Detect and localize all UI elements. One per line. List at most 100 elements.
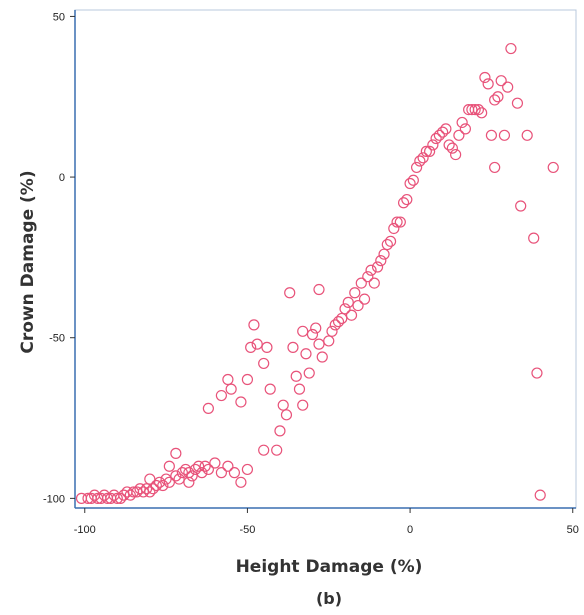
scatter-point [365,264,377,276]
scatter-point [173,473,185,485]
scatter-point [228,467,241,479]
scatter-point [414,155,426,167]
scatter-point [456,116,468,129]
scatter-point [170,447,182,459]
y-axis-title: Crown Damage (%) [18,170,38,353]
scatter-point [381,238,393,251]
scatter-point [310,322,322,334]
scatter-point [427,139,439,151]
scatter-point [485,129,498,141]
scatter-point [297,325,309,337]
scatter-point [371,261,384,273]
axes [74,10,576,509]
scatter-point [397,197,410,209]
scatter-point [271,444,283,456]
scatter-point [420,145,432,157]
scatter-point [511,97,524,109]
scatter-point [443,139,455,151]
scatter-point [114,492,127,504]
scatter-point [459,123,471,135]
scatter-point [358,293,371,305]
scatter-point [241,463,254,476]
scatter-point [137,486,149,498]
y-tick-label: 50 [53,11,65,23]
scatter-point [388,222,400,235]
scatter-point [290,370,302,382]
scatter-point [394,216,406,228]
scatter-point [222,460,234,472]
scatter-point [489,94,501,106]
plot-frame [74,9,577,509]
scatter-point [531,367,543,379]
scatter-point [352,299,364,312]
scatter-point [384,235,397,247]
scatter-point [482,78,494,90]
y-tick-label: 0 [59,172,65,184]
scatter-point [417,152,429,164]
figure-caption: (b) [316,589,342,608]
scatter-point [245,341,257,353]
scatter-point [345,309,358,321]
scatter-point [274,425,286,437]
scatter-point [261,341,273,353]
scatter-point [313,283,325,296]
tick-marks [70,15,574,513]
scatter-point [202,402,214,414]
scatter-point [131,486,143,498]
scatter-point [160,473,172,485]
scatter-point [329,319,341,331]
scatter-point [450,148,462,161]
scatter-point [342,296,354,308]
scatter-point [225,383,237,395]
scatter-point [199,460,211,472]
scatter-point [258,444,270,456]
scatter-point [183,476,195,488]
scatter-point [326,325,338,337]
scatter-point [251,338,263,350]
y-tick-labels: -100 -50 0 50 [43,11,65,505]
y-tick-label: -100 [43,493,65,505]
scatter-point [404,177,416,190]
scatter-point [215,389,227,402]
scatter-point [424,145,436,157]
scatter-point [407,174,419,186]
scatter-point [300,348,312,360]
scatter-point [495,75,507,87]
scatter-point [433,129,445,141]
scatter-point [235,476,247,488]
scatter-point [306,328,319,341]
scatter-point [479,71,491,84]
scatter-point [534,489,546,501]
scatter-point [186,470,198,482]
scatter-point [264,383,276,395]
x-tick-label: 0 [407,524,413,536]
scatter-point [150,479,162,492]
scatter-point [163,476,175,488]
scatter-point [241,373,254,386]
x-tick-label: -50 [239,524,255,536]
scatter-point [118,489,130,501]
scatter-point [235,396,247,408]
data-points [75,42,559,504]
scatter-point [293,383,306,395]
scatter-point [355,277,367,289]
scatter-point [277,399,289,411]
x-axis-title: Height Damage (%) [236,557,423,577]
scatter-point [368,277,380,289]
scatter-point [196,467,208,479]
scatter-point [176,467,188,479]
scatter-point [258,357,270,370]
scatter-point [215,467,227,479]
scatter-point [193,460,205,472]
scatter-point [446,142,458,154]
scatter-point [502,81,514,93]
scatter-point [287,341,299,353]
scatter-point [492,91,504,103]
y-tick-label: -50 [49,333,65,345]
scatter-point [453,129,465,141]
scatter-point [111,492,123,504]
scatter-point [515,200,527,212]
scatter-point [222,373,234,386]
scatter-point [375,255,387,267]
